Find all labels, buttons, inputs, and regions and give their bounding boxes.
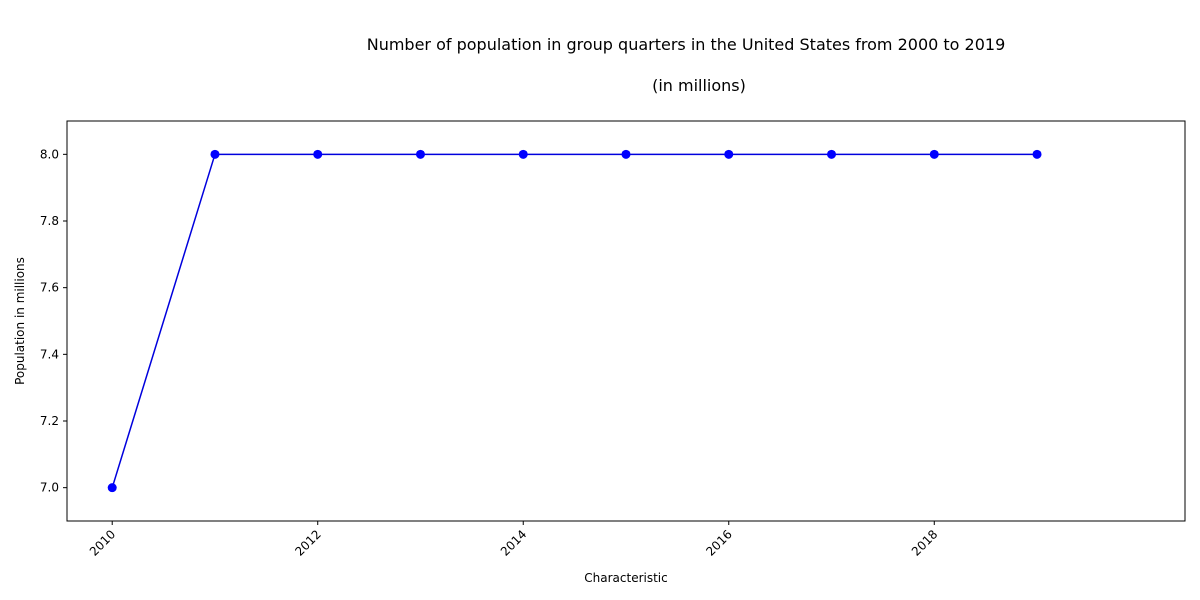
data-point [210, 149, 220, 159]
y-tick-label: 8.0 [40, 147, 59, 161]
data-point [1032, 149, 1042, 159]
x-axis: 2010 2012 2014 2016 2018 [87, 521, 940, 559]
data-point [518, 149, 528, 159]
x-tick-label: 2016 [703, 527, 734, 558]
x-axis-label: Characteristic [584, 571, 667, 585]
plot-area [66, 120, 1186, 522]
y-tick-label: 7.0 [40, 481, 59, 495]
data-point [929, 149, 939, 159]
data-point [313, 149, 323, 159]
y-tick-label: 7.2 [40, 414, 59, 428]
data-point [827, 149, 837, 159]
y-axis-label: Population in millions [13, 257, 27, 385]
chart-subtitle: (in millions) [652, 76, 746, 95]
y-tick-label: 7.4 [40, 347, 59, 361]
data-point [724, 149, 734, 159]
data-point [415, 149, 425, 159]
y-axis: 7.0 7.2 7.4 7.6 7.8 8.0 [40, 147, 67, 495]
y-tick-label: 7.6 [40, 281, 59, 295]
x-tick-label: 2014 [498, 527, 529, 558]
series-line [111, 153, 1038, 488]
x-tick-label: 2010 [87, 527, 118, 558]
data-point [107, 483, 117, 493]
data-point [621, 149, 631, 159]
series-layer [107, 149, 1042, 493]
chart-title: Number of population in group quarters i… [367, 35, 1006, 54]
x-tick-label: 2012 [292, 527, 323, 558]
y-tick-label: 7.8 [40, 214, 59, 228]
x-tick-label: 2018 [909, 527, 940, 558]
